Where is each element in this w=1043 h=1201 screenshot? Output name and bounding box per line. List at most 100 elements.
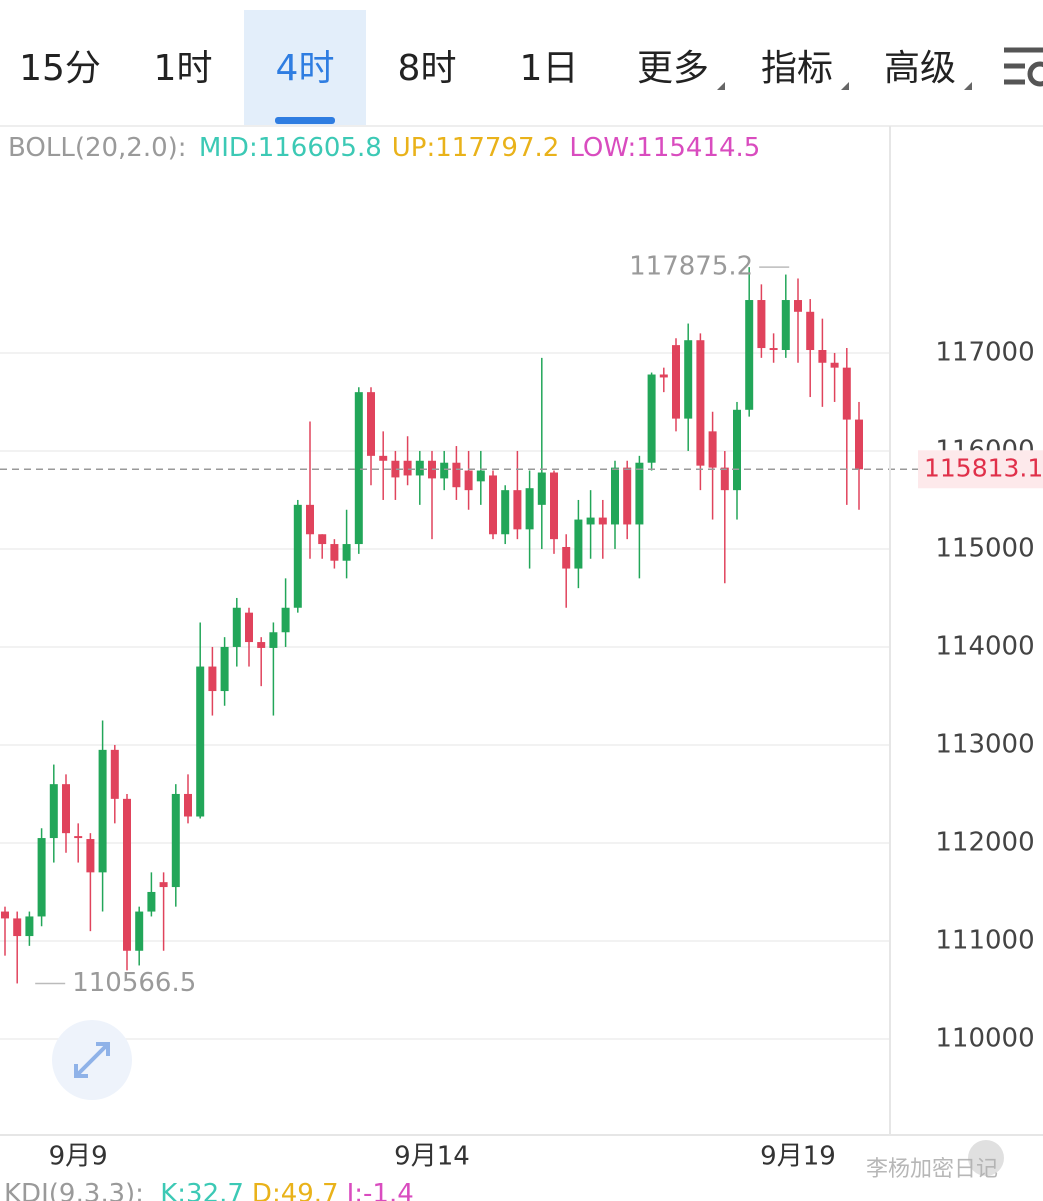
candle-body	[135, 911, 144, 951]
candle-body	[354, 392, 363, 545]
candle-body	[623, 467, 632, 525]
max-label: 117875.2	[629, 252, 753, 282]
candle-body	[281, 607, 290, 633]
dropdown-arrow	[717, 82, 725, 90]
y-tick-label: 115000	[935, 533, 1034, 563]
candle-body	[208, 666, 217, 692]
candle-body	[37, 838, 46, 917]
candle-body	[818, 350, 827, 363]
candle-body	[733, 409, 741, 491]
tab[interactable]: 更多	[637, 48, 709, 89]
y-tick-label: 110000	[935, 1023, 1034, 1053]
candle-body	[855, 419, 863, 470]
y-tick-label: 113000	[935, 729, 1034, 759]
candle-body	[550, 472, 558, 540]
candle-body	[379, 455, 388, 461]
candle-body	[757, 300, 766, 349]
candle-body	[525, 488, 534, 530]
candle-body	[367, 392, 375, 456]
candle-body	[684, 340, 693, 419]
candle-body	[318, 534, 327, 545]
candle-body	[696, 340, 705, 466]
candle-body	[537, 472, 546, 505]
x-tick-label: 9月19	[760, 1142, 836, 1172]
tab-highlight	[244, 10, 366, 126]
kdj-entry: D:49.7	[252, 1179, 339, 1201]
y-tick-label: 112000	[935, 827, 1034, 857]
candle-body	[806, 311, 815, 351]
kdj-entry: J:-1.4	[345, 1179, 414, 1201]
tab[interactable]: 8时	[398, 48, 457, 89]
candle-body	[330, 544, 339, 561]
indicator-label: BOLL(20,2.0):	[8, 133, 187, 163]
candle-body	[562, 546, 571, 569]
candle-body	[342, 544, 351, 561]
min-label: 110566.5	[72, 968, 196, 998]
candle-body	[635, 462, 644, 525]
tab[interactable]: 4时	[276, 48, 335, 89]
candle-body	[647, 374, 656, 463]
dropdown-arrow	[964, 82, 972, 90]
candle-body	[257, 642, 266, 648]
candle-body	[781, 300, 790, 351]
watermark-logo	[968, 1140, 1004, 1176]
candle-body	[440, 462, 449, 479]
candle-body	[672, 345, 680, 419]
candle-body	[110, 749, 119, 799]
candle-body	[659, 374, 668, 378]
candle-body	[611, 467, 619, 525]
candle-body	[415, 460, 424, 476]
legend-entry: LOW:115414.5	[569, 133, 760, 163]
tab-underline	[275, 117, 335, 124]
candle-body	[598, 517, 607, 525]
kdj-label: KDJ(9,3,3):	[4, 1179, 144, 1201]
candle-body	[245, 612, 253, 643]
candle-body	[232, 607, 241, 647]
x-tick-label: 9月14	[394, 1142, 470, 1172]
tab[interactable]: 1日	[520, 48, 579, 89]
candle-body	[769, 348, 778, 351]
legend-entry: MID:116605.8	[199, 133, 382, 163]
candle-body	[501, 490, 510, 535]
legend-entry: UP:117797.2	[392, 133, 560, 163]
candle-body	[62, 784, 70, 834]
expand-button[interactable]	[52, 1020, 132, 1100]
candle-body	[842, 367, 851, 420]
candle-body	[25, 916, 34, 937]
icon-circle	[1027, 61, 1043, 87]
candle-body	[306, 504, 314, 535]
candle-body	[171, 793, 180, 888]
tab[interactable]: 15分	[19, 48, 101, 89]
candle-body	[147, 891, 156, 912]
candle-body	[403, 460, 412, 476]
y-tick-label: 111000	[935, 925, 1034, 955]
expand-icon	[74, 1042, 110, 1078]
y-tick-label: 117000	[935, 337, 1034, 367]
settings-icon[interactable]	[1004, 47, 1043, 87]
candle-body	[184, 793, 192, 817]
tab[interactable]: 高级	[884, 48, 956, 89]
kdj-legend: KDJ(9,3,3): K:32.7 D:49.7 J:-1.4	[4, 1179, 414, 1201]
candle-body	[489, 475, 497, 535]
candle-body	[452, 462, 461, 488]
candle-body	[830, 362, 839, 368]
candle-body	[745, 300, 754, 410]
candle-body	[513, 490, 522, 530]
last-price-label: 115813.1	[924, 453, 1043, 482]
candle-body	[574, 519, 583, 569]
tab[interactable]: 1时	[154, 48, 213, 89]
candle-body	[293, 504, 302, 608]
candle-body	[13, 918, 22, 937]
candle-body	[86, 839, 95, 873]
tab[interactable]: 指标	[761, 48, 833, 89]
indicator-legend: BOLL(20,2.0): MID:116605.8 UP:117797.2 LOW…	[8, 133, 760, 163]
candle-body	[476, 470, 485, 482]
plot: 1100001110001120001130001140001150001160…	[0, 252, 1043, 1172]
candle-body	[123, 798, 131, 951]
candle-body	[720, 467, 729, 491]
candle-body	[1, 911, 9, 919]
candle-body	[391, 460, 400, 478]
candle-body	[464, 470, 473, 491]
